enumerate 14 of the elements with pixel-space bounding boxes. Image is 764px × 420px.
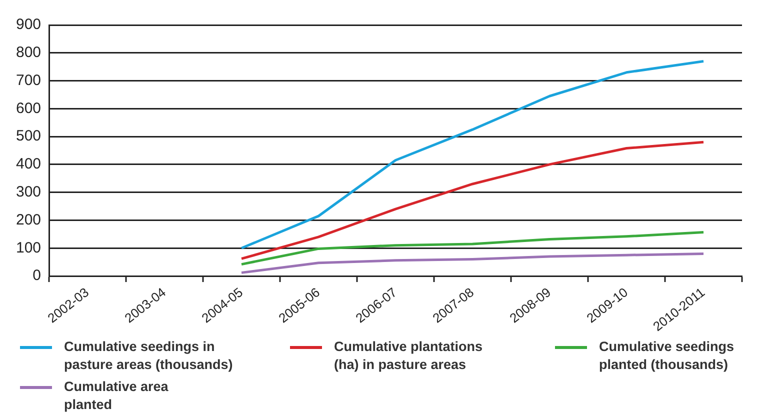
y-tick-label: 700 bbox=[16, 72, 42, 89]
y-tick-label: 200 bbox=[16, 211, 42, 228]
legend-label: Cumulative seedings in pasture areas (thousands) bbox=[64, 338, 234, 374]
y-tick-label: 400 bbox=[16, 156, 42, 173]
y-tick-label: 100 bbox=[16, 239, 42, 256]
y-tick-label: 800 bbox=[16, 44, 42, 62]
legend-label: Cumulative area planted bbox=[64, 378, 170, 414]
y-tick-label: 0 bbox=[32, 267, 42, 284]
legend-label: Cumulative seedings planted (thousands) bbox=[599, 338, 736, 374]
y-tick-label: 600 bbox=[16, 100, 42, 117]
y-tick-label: 900 bbox=[16, 16, 42, 34]
y-tick-label: 500 bbox=[16, 128, 42, 145]
y-tick-label: 300 bbox=[16, 183, 42, 200]
legend-label: Cumulative plantations (ha) in pasture areas bbox=[334, 338, 484, 374]
